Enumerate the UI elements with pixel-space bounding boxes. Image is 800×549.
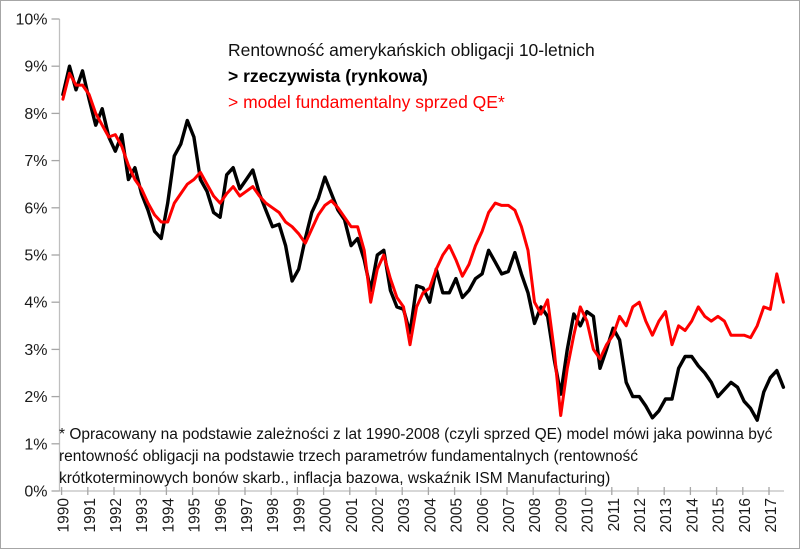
- x-tick-label: 2006: [475, 498, 492, 532]
- y-tick-label: 1%: [24, 436, 47, 453]
- x-tick-label: 2005: [449, 498, 466, 532]
- x-tick-label: 1990: [56, 498, 73, 533]
- y-tick-label: 10%: [15, 12, 47, 29]
- x-tick-label: 2001: [344, 498, 361, 532]
- y-tick-label: 7%: [24, 153, 47, 170]
- footnote-line-2: rentowność obligacji na podstawie trzech…: [59, 448, 638, 465]
- x-tick-label: 2017: [763, 498, 780, 532]
- x-tick-label: 1998: [265, 498, 282, 532]
- y-tick-label: 5%: [24, 248, 47, 265]
- x-tick-label: 1995: [187, 498, 204, 532]
- x-tick-label: 2002: [370, 498, 387, 532]
- x-tick-label: 2008: [527, 498, 544, 532]
- x-tick-label: 2016: [737, 498, 754, 532]
- chart-title: Rentowność amerykańskich obligacji 10-le…: [228, 40, 595, 60]
- x-tick-label: 2011: [606, 498, 623, 531]
- x-tick-label: 2010: [580, 498, 597, 533]
- x-tick-label: 2013: [658, 498, 675, 532]
- title-block: Rentowność amerykańskich obligacji 10-le…: [228, 37, 595, 115]
- x-tick-label: 1994: [160, 498, 177, 533]
- x-tick-label: 1993: [134, 498, 151, 532]
- x-tick-label: 2004: [422, 498, 439, 533]
- y-tick-label: 2%: [24, 389, 47, 406]
- legend-item-model: > model fundamentalny sprzed QE*: [228, 92, 505, 112]
- x-tick-label: 1999: [291, 498, 308, 532]
- x-tick-label: 2003: [396, 498, 413, 532]
- footnote-line-3: krótkoterminowych bonów skarb., inflacja…: [59, 470, 611, 487]
- y-tick-label: 3%: [24, 342, 47, 359]
- series-actual-line: [61, 64, 786, 422]
- y-tick-label: 9%: [24, 59, 47, 76]
- x-tick-label: 2012: [632, 498, 649, 532]
- footnote: * Opracowany na podstawie zależności z l…: [59, 424, 773, 490]
- y-tick-label: 4%: [24, 295, 47, 312]
- x-tick-label: 1996: [213, 498, 230, 532]
- x-tick-label: 1991: [82, 498, 99, 532]
- x-tick-label: 1997: [239, 498, 256, 532]
- footnote-line-1: * Opracowany na podstawie zależności z l…: [59, 426, 773, 443]
- y-tick-label: 8%: [24, 106, 47, 123]
- x-tick-label: 2009: [553, 498, 570, 532]
- x-tick-label: 2014: [684, 498, 701, 533]
- legend-item-actual: > rzeczywista (rynkowa): [228, 66, 428, 86]
- y-tick-label: 6%: [24, 200, 47, 217]
- x-tick-label: 2015: [711, 498, 728, 532]
- x-tick-label: 2007: [501, 498, 518, 532]
- series-model-line: [61, 71, 785, 417]
- x-tick-label: 2000: [318, 498, 335, 533]
- y-tick-label: 0%: [24, 484, 47, 501]
- x-tick-label: 1992: [108, 498, 125, 532]
